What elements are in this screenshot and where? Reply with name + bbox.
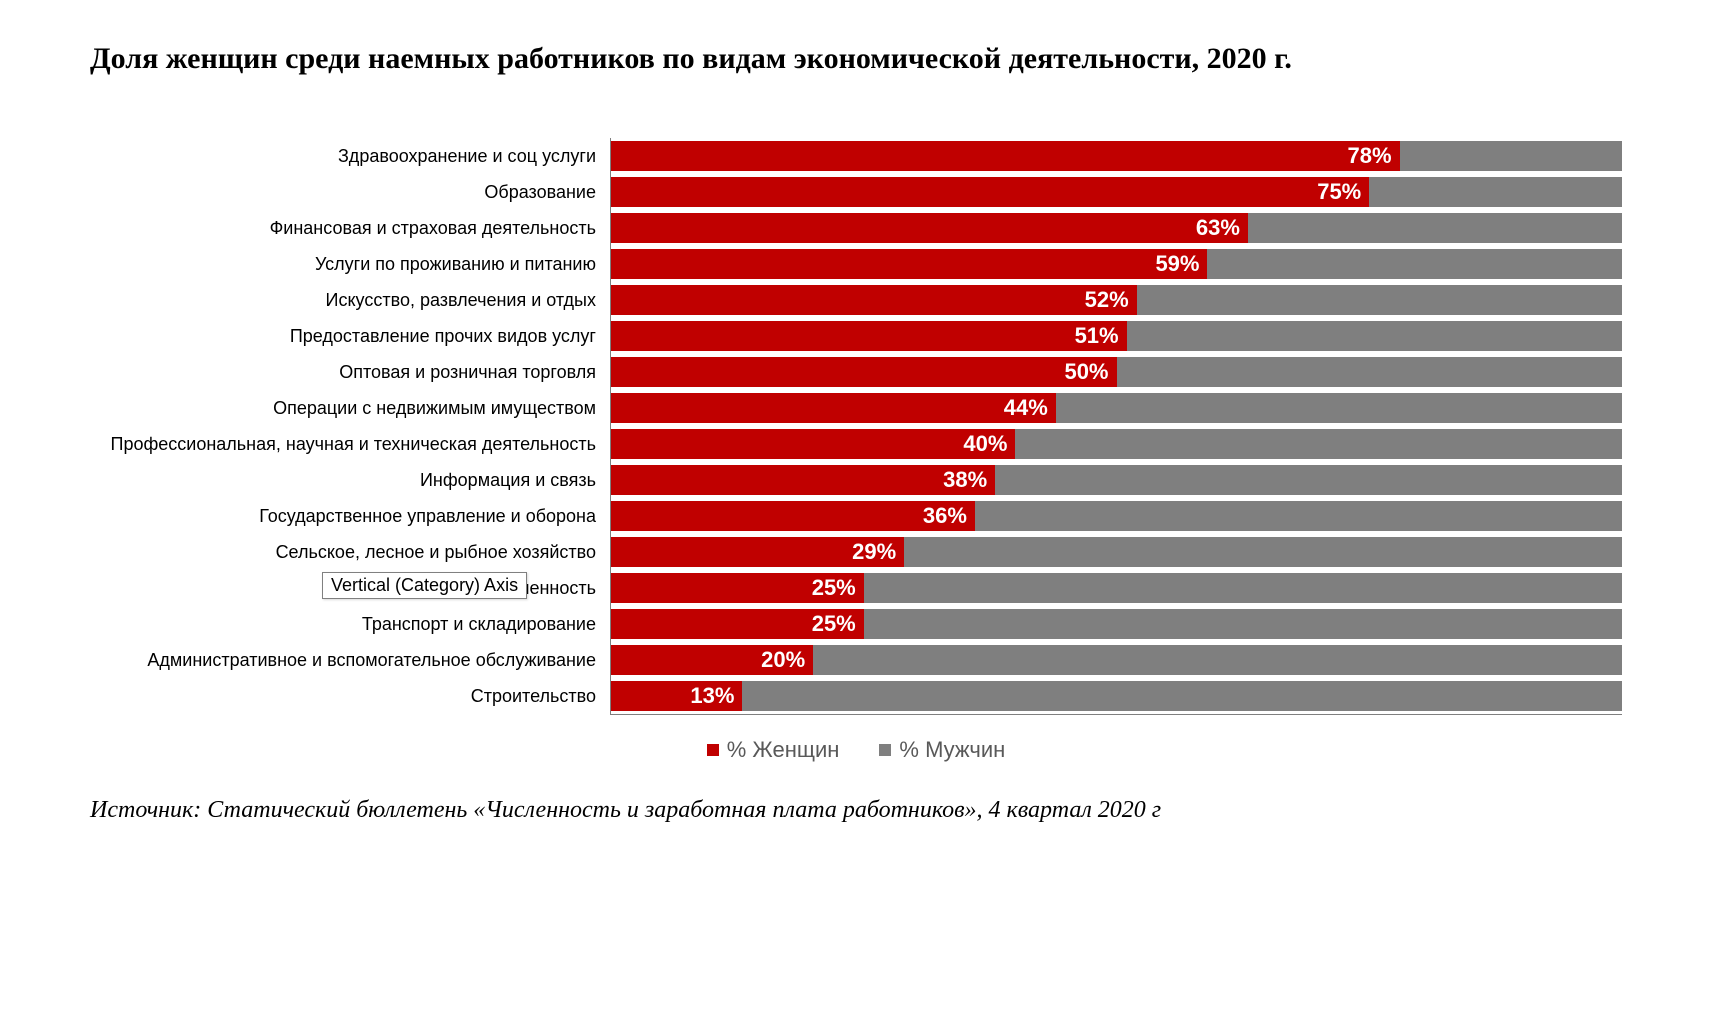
bar-segment-women: 50% [611, 357, 1117, 387]
bar-row: 51% [611, 318, 1622, 354]
chart-legend: % Женщин % Мужчин [90, 737, 1622, 763]
bar-row: 38% [611, 462, 1622, 498]
bar-row: 20% [611, 642, 1622, 678]
category-label: Услуги по проживанию и питанию [90, 246, 610, 282]
category-label: Образование [90, 174, 610, 210]
bar-value-label: 59% [1155, 251, 1207, 277]
legend-swatch [879, 744, 891, 756]
chart: Здравоохранение и соц услугиОбразованиеФ… [90, 138, 1622, 715]
category-label: Искусство, развлечения и отдых [90, 282, 610, 318]
category-label: Финансовая и страховая деятельность [90, 210, 610, 246]
bar-row: 44% [611, 390, 1622, 426]
bar-row: 36% [611, 498, 1622, 534]
bar-value-label: 51% [1075, 323, 1127, 349]
bar-row: 50% [611, 354, 1622, 390]
category-label: Здравоохранение и соц услуги [90, 138, 610, 174]
bar-row: 78% [611, 138, 1622, 174]
bar-value-label: 52% [1085, 287, 1137, 313]
bar-segment-men [1056, 393, 1622, 423]
bar-segment-women: 40% [611, 429, 1015, 459]
bar-row: 52% [611, 282, 1622, 318]
bar-value-label: 25% [812, 575, 864, 601]
bar-value-label: 13% [690, 683, 742, 709]
bar-segment-women: 51% [611, 321, 1127, 351]
bar-segment-women: 78% [611, 141, 1400, 171]
legend-item-women: % Женщин [707, 737, 840, 763]
category-label: Предоставление прочих видов услуг [90, 318, 610, 354]
bar-row: 13% [611, 678, 1622, 714]
bar-row: 40% [611, 426, 1622, 462]
bar-segment-women: 52% [611, 285, 1137, 315]
bar-segment-women: 44% [611, 393, 1056, 423]
chart-source-footnote: Источник: Статический бюллетень «Численн… [90, 797, 1622, 824]
legend-item-men: % Мужчин [879, 737, 1005, 763]
bar-segment-women: 59% [611, 249, 1207, 279]
bar-value-label: 50% [1064, 359, 1116, 385]
category-label: Строительство [90, 678, 610, 714]
bar-row: 25% [611, 606, 1622, 642]
bar-value-label: 44% [1004, 395, 1056, 421]
bar-row: 59% [611, 246, 1622, 282]
category-label: Оптовая и розничная торговля [90, 354, 610, 390]
bar-segment-women: 36% [611, 501, 975, 531]
category-label: Профессиональная, научная и техническая … [90, 426, 610, 462]
bar-row: 25% [611, 570, 1622, 606]
bar-segment-women: 63% [611, 213, 1248, 243]
bar-segment-men [864, 609, 1622, 639]
chart-plot-area: 78% 75% 63% 59% 52% 51% 50% 44% 40% 38% 36% 29% 25% 2… [610, 138, 1622, 715]
bar-row: 63% [611, 210, 1622, 246]
legend-label: % Мужчин [899, 737, 1005, 763]
chart-title: Доля женщин среди наемных работников по … [90, 40, 1622, 78]
bar-segment-women: 25% [611, 609, 864, 639]
bar-segment-women: 29% [611, 537, 904, 567]
bar-segment-men [1137, 285, 1622, 315]
bar-segment-men [1248, 213, 1622, 243]
axis-tooltip: Vertical (Category) Axis [322, 572, 527, 599]
category-label: Операции с недвижимым имуществом [90, 390, 610, 426]
bar-segment-women: 20% [611, 645, 813, 675]
bar-segment-men [1369, 177, 1622, 207]
bar-segment-women: 75% [611, 177, 1369, 207]
bar-row: 29% [611, 534, 1622, 570]
bar-value-label: 38% [943, 467, 995, 493]
bar-segment-men [995, 465, 1622, 495]
bar-value-label: 20% [761, 647, 813, 673]
category-label: Транспорт и складирование [90, 606, 610, 642]
bar-value-label: 29% [852, 539, 904, 565]
legend-label: % Женщин [727, 737, 840, 763]
y-axis-category-labels: Здравоохранение и соц услугиОбразованиеФ… [90, 138, 610, 715]
bar-segment-women: 25% [611, 573, 864, 603]
bar-value-label: 40% [963, 431, 1015, 457]
bar-segment-men [864, 573, 1622, 603]
bar-segment-men [1015, 429, 1622, 459]
bar-segment-men [975, 501, 1622, 531]
category-label: Сельское, лесное и рыбное хозяйство [90, 534, 610, 570]
bar-value-label: 25% [812, 611, 864, 637]
bar-segment-men [1127, 321, 1622, 351]
category-label: Информация и связь [90, 462, 610, 498]
bar-segment-women: 13% [611, 681, 742, 711]
bar-segment-men [904, 537, 1622, 567]
bar-segment-women: 38% [611, 465, 995, 495]
bar-segment-men [1400, 141, 1622, 171]
bar-row: 75% [611, 174, 1622, 210]
legend-swatch [707, 744, 719, 756]
bar-value-label: 78% [1348, 143, 1400, 169]
bar-value-label: 75% [1317, 179, 1369, 205]
bar-segment-men [742, 681, 1622, 711]
bar-segment-men [1117, 357, 1623, 387]
bar-value-label: 36% [923, 503, 975, 529]
bar-segment-men [1207, 249, 1622, 279]
category-label: Административное и вспомогательное обслу… [90, 642, 610, 678]
bar-segment-men [813, 645, 1622, 675]
bar-value-label: 63% [1196, 215, 1248, 241]
category-label: Государственное управление и оборона [90, 498, 610, 534]
